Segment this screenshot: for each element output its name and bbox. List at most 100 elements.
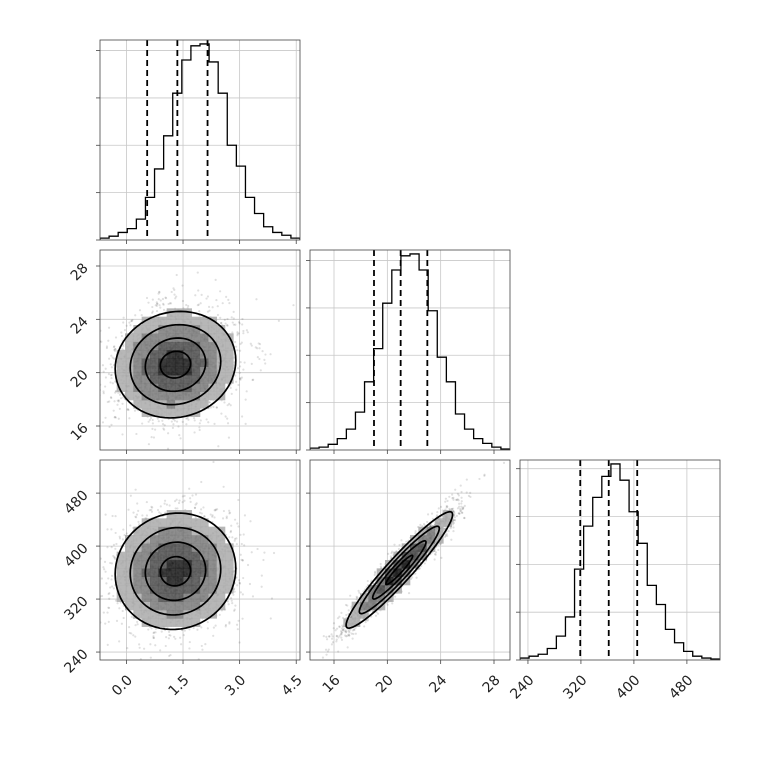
sample-point	[175, 420, 179, 423]
density-cell	[158, 325, 167, 334]
sample-point	[114, 515, 117, 518]
sample-point	[181, 495, 184, 498]
sample-point	[167, 302, 170, 306]
density-cell	[158, 316, 167, 326]
histogram-step-p3	[520, 463, 720, 660]
sample-point	[236, 349, 239, 352]
sample-point	[141, 422, 144, 425]
scatter-p1-p2	[92, 249, 301, 454]
sample-point	[111, 382, 114, 385]
density-cell	[183, 316, 192, 326]
sample-point	[158, 291, 161, 294]
sample-point	[152, 635, 155, 638]
sample-point	[122, 345, 125, 348]
sample-point	[159, 512, 162, 515]
sample-point	[131, 318, 134, 322]
density-cell	[191, 391, 201, 401]
sample-point	[169, 634, 172, 637]
sample-point	[110, 423, 113, 426]
sample-point	[122, 321, 125, 324]
sample-point	[114, 558, 117, 561]
sample-point	[145, 296, 149, 300]
sample-point	[161, 419, 164, 422]
sample-point	[179, 636, 182, 639]
density-cell	[133, 325, 142, 334]
sample-point	[235, 388, 238, 391]
sample-point	[238, 377, 242, 380]
sample-point	[134, 314, 137, 317]
sample-point	[230, 316, 233, 319]
sample-point	[226, 317, 229, 321]
sample-point	[236, 522, 239, 525]
sample-point	[114, 391, 117, 394]
density-cell	[141, 375, 151, 384]
density-cell	[141, 341, 151, 351]
sample-point	[92, 334, 94, 336]
sample-point	[118, 535, 121, 538]
sample-point	[108, 425, 111, 429]
sample-point	[154, 304, 157, 307]
sample-point	[117, 400, 120, 403]
sample-point	[239, 349, 242, 352]
sample-point	[138, 643, 141, 646]
sample-point	[112, 587, 115, 590]
sample-point	[120, 397, 123, 400]
sample-point	[174, 297, 177, 300]
sample-point	[202, 506, 205, 509]
density-cell	[225, 358, 234, 367]
sample-point	[177, 501, 181, 505]
density-cell	[141, 383, 151, 392]
density-cell	[225, 375, 234, 384]
sample-point	[115, 542, 118, 546]
sample-point	[228, 536, 231, 539]
sample-point	[120, 622, 123, 625]
sample-point	[258, 347, 261, 350]
density-cell	[125, 341, 134, 351]
sample-point	[155, 304, 159, 307]
density-cell	[191, 325, 201, 334]
sample-point	[136, 623, 139, 626]
sample-point	[228, 302, 231, 305]
density-cell	[125, 366, 134, 376]
sample-point	[145, 500, 148, 504]
sample-point	[110, 373, 113, 377]
density-cell	[150, 366, 159, 376]
sample-point	[215, 298, 218, 302]
sample-point	[199, 419, 202, 422]
sample-point	[211, 515, 214, 518]
sample-point	[121, 609, 124, 613]
sample-point	[246, 331, 249, 334]
sample-point	[94, 519, 96, 521]
sample-point	[229, 386, 232, 389]
sample-point	[163, 424, 166, 427]
sample-point	[150, 627, 153, 630]
sample-point	[104, 570, 107, 573]
sample-point	[107, 592, 110, 596]
axes-frame	[519, 459, 721, 661]
sample-point	[113, 345, 116, 348]
sample-point	[113, 348, 116, 352]
sample-point	[200, 508, 203, 511]
sample-point	[170, 290, 173, 294]
sample-point	[128, 321, 131, 324]
sample-point	[241, 617, 244, 620]
sample-point	[232, 310, 235, 313]
sample-point	[187, 418, 190, 421]
sample-point	[174, 507, 177, 510]
density-cell	[150, 316, 159, 326]
sample-point	[156, 417, 159, 420]
density-cell	[158, 375, 167, 384]
density-cell	[116, 383, 126, 392]
sample-point	[195, 502, 198, 505]
sample-point	[138, 309, 142, 312]
sample-point	[233, 608, 236, 611]
sample-point	[107, 606, 110, 609]
sample-point	[228, 512, 231, 515]
sample-point	[198, 310, 201, 313]
sample-point	[130, 319, 134, 323]
contour-line	[159, 350, 192, 379]
sample-point	[264, 353, 267, 356]
sample-point	[112, 346, 116, 349]
sample-point	[127, 626, 131, 629]
sample-point	[237, 525, 240, 528]
